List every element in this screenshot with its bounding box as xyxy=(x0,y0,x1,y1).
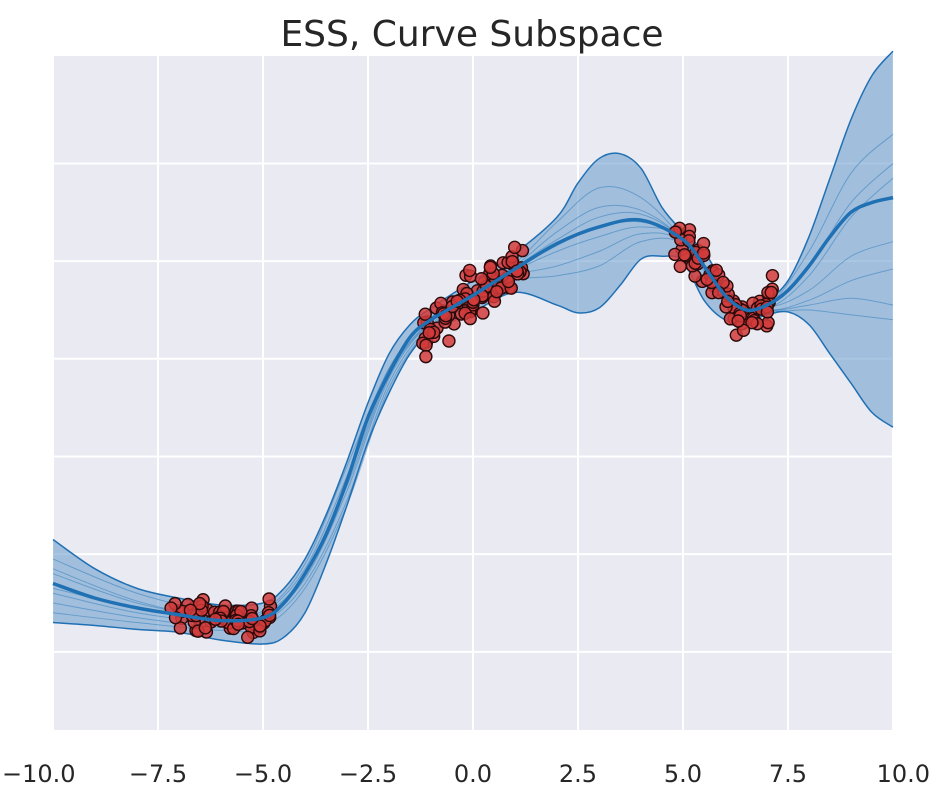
plot-area xyxy=(52,50,894,730)
x-tick-label: 7.5 xyxy=(769,760,807,788)
observation-point xyxy=(422,326,436,340)
observation-point xyxy=(192,596,207,611)
observation-point xyxy=(483,260,498,275)
observation-point xyxy=(709,263,724,277)
observation-point xyxy=(418,307,432,321)
observation-point xyxy=(262,592,276,606)
observation-point xyxy=(462,263,477,278)
x-tick-label: 10.0 xyxy=(877,760,930,788)
observation-point xyxy=(419,338,433,352)
observation-point xyxy=(198,621,213,635)
observation-point xyxy=(463,311,477,326)
x-tick-label: 0.0 xyxy=(454,760,492,788)
observation-point xyxy=(765,268,780,283)
mean-curve xyxy=(52,195,894,623)
chart-title: ESS, Curve Subspace xyxy=(280,14,663,55)
x-tick-label: 5.0 xyxy=(664,760,702,788)
x-tick-label: −7.5 xyxy=(129,760,187,788)
observation-point xyxy=(764,285,778,300)
observation-point xyxy=(419,349,433,364)
observation-point xyxy=(745,315,759,330)
x-tick-label: −5.0 xyxy=(234,760,292,788)
x-tick-label: −10.0 xyxy=(2,760,76,788)
observation-point xyxy=(677,248,692,262)
x-axis-tick-labels: −10.0 −7.5 −5.0 −2.5 0.0 2.5 5.0 7.5 10.0 xyxy=(2,760,930,788)
observation-point xyxy=(673,259,688,274)
observation-point xyxy=(241,630,255,644)
observation-point xyxy=(490,284,504,299)
observation-point xyxy=(442,334,456,348)
observation-point xyxy=(474,272,489,286)
observation-point xyxy=(731,314,745,328)
band-lower-edge xyxy=(52,254,894,645)
x-tick-label: 2.5 xyxy=(559,760,597,788)
observation-point xyxy=(696,246,711,260)
observation-point xyxy=(507,240,522,255)
x-tick-label: −2.5 xyxy=(339,760,397,788)
observation-point xyxy=(501,274,516,289)
observation-point xyxy=(476,306,490,320)
